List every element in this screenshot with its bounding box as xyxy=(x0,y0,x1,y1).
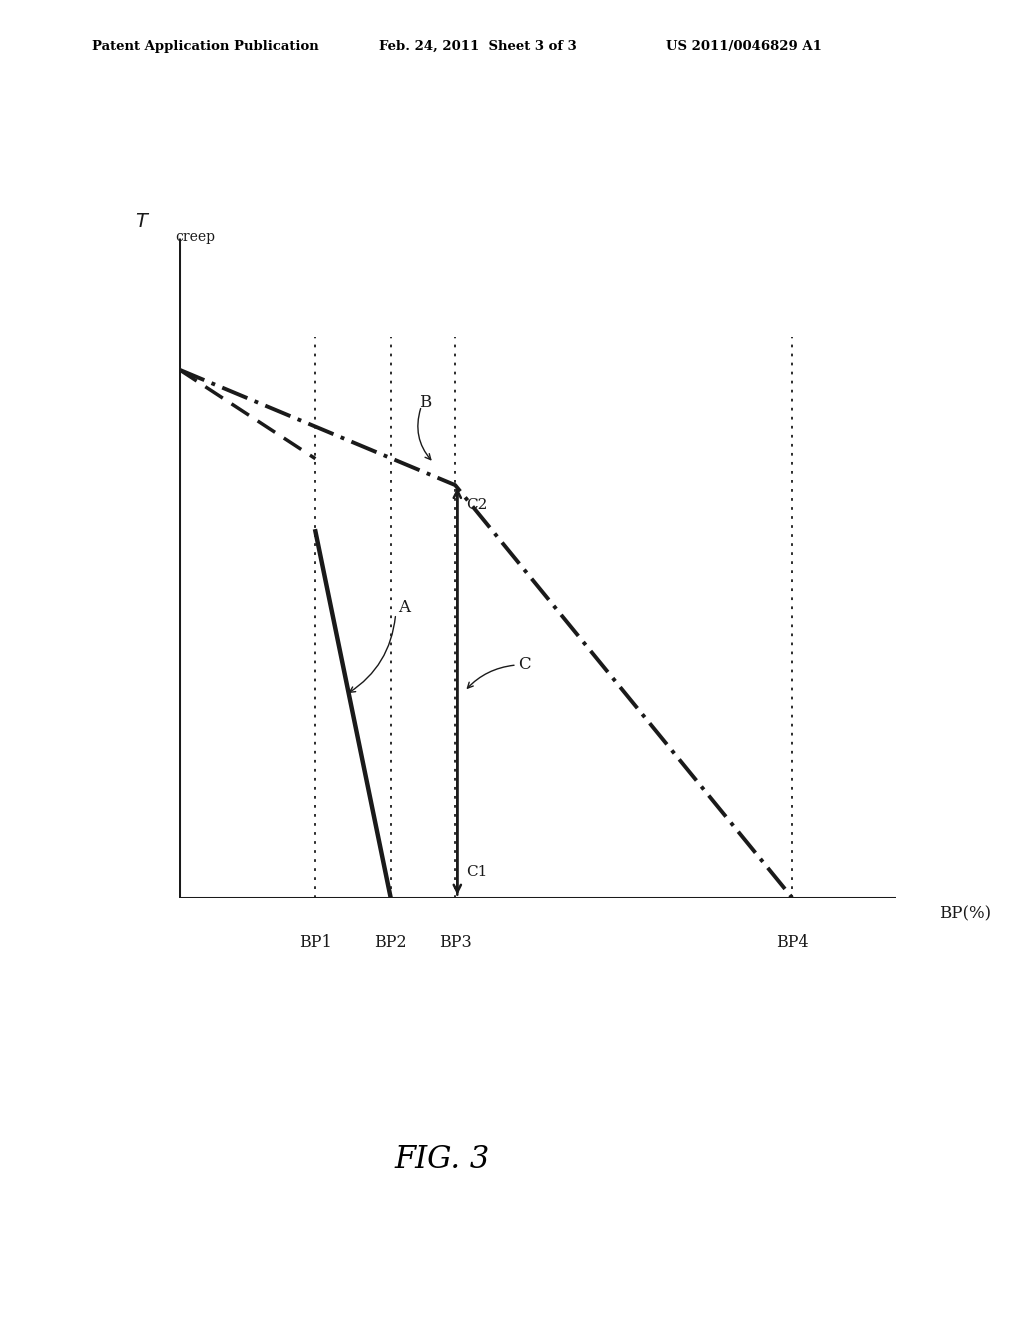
Text: C1: C1 xyxy=(466,865,487,879)
Text: C2: C2 xyxy=(466,498,487,512)
Text: Feb. 24, 2011  Sheet 3 of 3: Feb. 24, 2011 Sheet 3 of 3 xyxy=(379,40,577,53)
Text: $T$: $T$ xyxy=(135,213,151,231)
Text: creep: creep xyxy=(176,230,216,244)
Text: FIG. 3: FIG. 3 xyxy=(394,1144,489,1175)
Text: Patent Application Publication: Patent Application Publication xyxy=(92,40,318,53)
Text: BP1: BP1 xyxy=(299,935,332,950)
Text: A: A xyxy=(397,599,410,615)
Text: BP3: BP3 xyxy=(439,935,471,950)
Text: US 2011/0046829 A1: US 2011/0046829 A1 xyxy=(666,40,821,53)
Text: BP4: BP4 xyxy=(776,935,808,950)
Text: C: C xyxy=(518,656,530,673)
Text: BP(%): BP(%) xyxy=(939,906,991,923)
Text: BP2: BP2 xyxy=(375,935,407,950)
Text: B: B xyxy=(420,395,431,411)
